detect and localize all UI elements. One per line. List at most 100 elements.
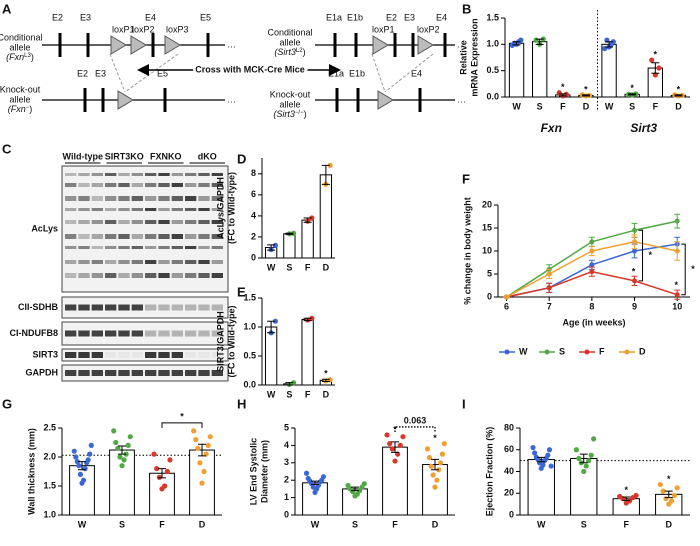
band: [171, 330, 183, 337]
label: CI-NDUFB8: [10, 328, 59, 338]
label: D: [323, 262, 330, 272]
data-point: [327, 162, 333, 168]
label: dKO: [198, 151, 217, 161]
marker: [674, 248, 680, 254]
error-bar: [581, 94, 590, 97]
label: Wall thickness (mm): [26, 428, 36, 515]
data-point: [532, 450, 538, 456]
label: SIRT3KO: [105, 151, 144, 161]
error-bar: [431, 458, 439, 471]
label: allele: [279, 99, 300, 109]
label: F: [560, 101, 566, 111]
band: [211, 273, 223, 278]
label: F: [159, 519, 165, 529]
band: [91, 273, 103, 278]
band: [131, 370, 143, 376]
allele-name: (Sirt3L2): [274, 47, 305, 57]
label: Fxn: [541, 121, 562, 135]
allele-part: ): [303, 47, 306, 57]
error-bar: [537, 456, 546, 463]
band: [198, 196, 210, 201]
band: [171, 234, 183, 239]
marker: [589, 239, 595, 245]
band: [91, 260, 103, 264]
error-bar: [285, 232, 294, 235]
band: [198, 352, 210, 358]
label: A: [2, 1, 12, 16]
band: [78, 173, 90, 176]
loxp: [110, 35, 127, 55]
label: F: [392, 519, 398, 529]
label: W: [519, 346, 528, 356]
band: [145, 260, 157, 264]
label: 3: [284, 457, 289, 467]
label: 60: [504, 444, 514, 454]
label: GAPDH: [25, 367, 58, 377]
band: [131, 273, 143, 278]
error-bar: [628, 93, 637, 96]
label: F: [462, 171, 470, 186]
label: AcLys/GAPDH: [215, 177, 225, 239]
band: [105, 304, 117, 311]
bracket: [394, 426, 436, 432]
data-point: [73, 454, 79, 460]
label: Age (in weeks): [562, 317, 625, 327]
band: [211, 352, 223, 358]
label: 8: [589, 301, 594, 311]
band: [185, 220, 197, 224]
label: D: [199, 519, 206, 529]
label: 10: [672, 301, 682, 311]
label: 1.5: [243, 292, 256, 302]
label: 6: [251, 189, 256, 199]
data-point: [679, 92, 685, 99]
data-point: [434, 477, 440, 483]
data-point: [361, 481, 367, 487]
band: [78, 370, 90, 376]
label: Wild-type: [63, 151, 103, 161]
label: F: [624, 519, 630, 529]
label: 0.5: [486, 65, 499, 75]
band: [118, 330, 130, 337]
label: CII-SDHB: [18, 302, 58, 312]
error-bar: [605, 41, 614, 48]
label: SIRT3/GAPDH: [215, 311, 225, 372]
band: [105, 208, 117, 211]
band: [65, 196, 77, 201]
label: 15: [482, 222, 492, 232]
label: Conditional: [0, 32, 43, 42]
error-bar: [651, 62, 660, 74]
label: *: [649, 250, 653, 260]
label: (FC to Wild-type): [226, 172, 236, 244]
band: [91, 370, 103, 376]
data-point: [156, 474, 162, 480]
band: [65, 352, 77, 358]
label: W: [512, 101, 521, 111]
band: [65, 208, 77, 211]
allele-part: ): [304, 109, 307, 119]
bar: [508, 42, 525, 98]
label: D: [666, 519, 673, 529]
band: [91, 352, 103, 358]
band: [145, 352, 157, 358]
label: E4: [145, 12, 156, 22]
data-point: [671, 492, 677, 499]
data-point: [205, 442, 211, 448]
band: [131, 208, 143, 211]
label: E3: [404, 12, 415, 22]
data-point: [400, 434, 406, 440]
data-point: [617, 493, 623, 500]
error-bar: [664, 490, 673, 499]
allele-part: (Fxn: [8, 104, 26, 114]
band: [118, 273, 130, 278]
label: 1.0: [243, 321, 256, 331]
dots: …: [227, 94, 236, 104]
band: [91, 220, 103, 224]
data-point: [610, 39, 616, 45]
band: [211, 330, 223, 337]
data-point: [88, 442, 94, 448]
allele-part: (Sirt3: [274, 47, 296, 57]
band: [105, 273, 117, 278]
label: 0: [487, 291, 492, 301]
